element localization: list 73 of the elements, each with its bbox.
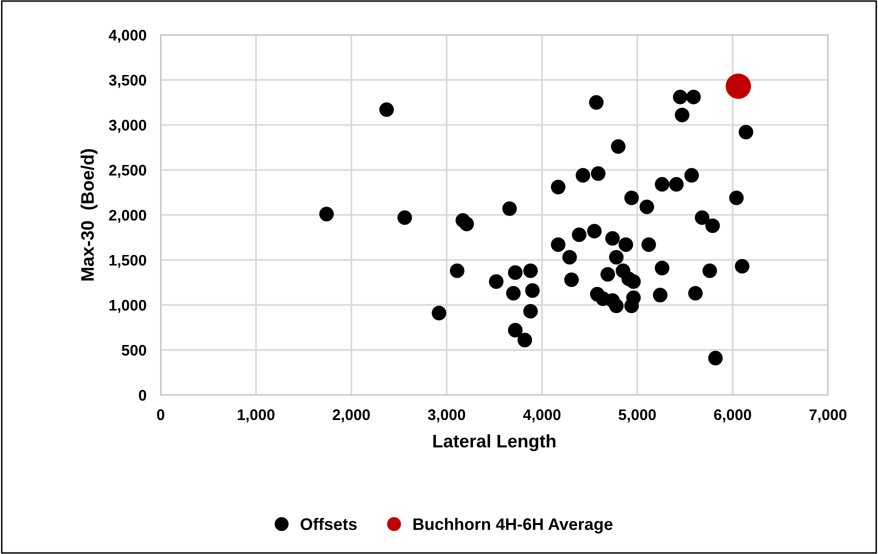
y-tick-label: 1,000 <box>110 300 146 313</box>
point <box>640 200 654 214</box>
x-tick-label: 7,000 <box>809 409 846 422</box>
point <box>432 306 446 320</box>
point <box>550 180 566 194</box>
point <box>550 237 566 252</box>
point <box>618 237 634 252</box>
point <box>508 265 523 280</box>
point <box>525 283 540 298</box>
x-axis-title: Lateral Length <box>433 434 556 452</box>
point <box>674 108 690 122</box>
point <box>564 272 579 288</box>
point <box>562 250 577 265</box>
point <box>654 260 670 276</box>
x-tick-label: 3,000 <box>428 409 466 422</box>
point <box>450 263 464 278</box>
point <box>708 350 723 366</box>
point <box>488 274 504 289</box>
y-tick-label: 500 <box>122 344 146 356</box>
point <box>506 286 521 301</box>
point <box>459 216 474 232</box>
x-tick-label: 2,000 <box>332 409 370 422</box>
point <box>641 237 656 252</box>
point <box>600 267 616 282</box>
legend-label: Offsets <box>300 518 357 530</box>
point <box>518 332 532 348</box>
point <box>523 304 538 319</box>
point <box>508 322 523 338</box>
x-tick-label: 4,000 <box>523 409 560 422</box>
point <box>694 210 710 225</box>
point <box>523 263 538 278</box>
point <box>587 224 602 238</box>
point <box>672 90 688 104</box>
y-axis-title: Max-30 (Boe/d) <box>80 149 98 280</box>
point <box>729 190 744 206</box>
y-tick-label: 2,000 <box>109 210 146 223</box>
point <box>572 227 586 242</box>
point <box>734 258 750 274</box>
point <box>589 95 604 110</box>
point <box>609 298 624 314</box>
point <box>686 90 701 104</box>
y-tick-label: 0 <box>138 390 146 401</box>
point <box>726 74 751 99</box>
x-tick-label: 6,000 <box>714 409 752 422</box>
point <box>624 298 639 314</box>
point <box>702 263 718 278</box>
point <box>576 168 590 183</box>
x-tick-label: 5,000 <box>618 409 656 422</box>
y-tick-label: 1,500 <box>110 254 146 268</box>
y-tick-label: 4,000 <box>108 30 146 43</box>
point <box>605 231 620 246</box>
point <box>397 210 412 225</box>
point <box>590 166 606 181</box>
point <box>652 288 668 302</box>
point <box>654 177 670 192</box>
y-tick-label: 3,500 <box>108 74 146 88</box>
point <box>705 218 720 234</box>
legend-label: Buchhorn 4H-6H Average <box>414 518 612 534</box>
point <box>609 250 624 265</box>
y-tick-label: 2,500 <box>109 164 146 178</box>
x-tick-label: 0 <box>157 409 164 420</box>
point <box>738 124 754 140</box>
point <box>669 177 684 192</box>
point <box>319 206 334 222</box>
point <box>626 274 641 289</box>
point <box>684 168 699 183</box>
point <box>379 102 394 117</box>
point <box>610 139 626 154</box>
y-tick-label: 3,000 <box>108 120 146 133</box>
point <box>688 286 703 301</box>
x-tick-label: 1,000 <box>238 409 274 422</box>
point <box>624 190 639 206</box>
point <box>502 201 517 216</box>
